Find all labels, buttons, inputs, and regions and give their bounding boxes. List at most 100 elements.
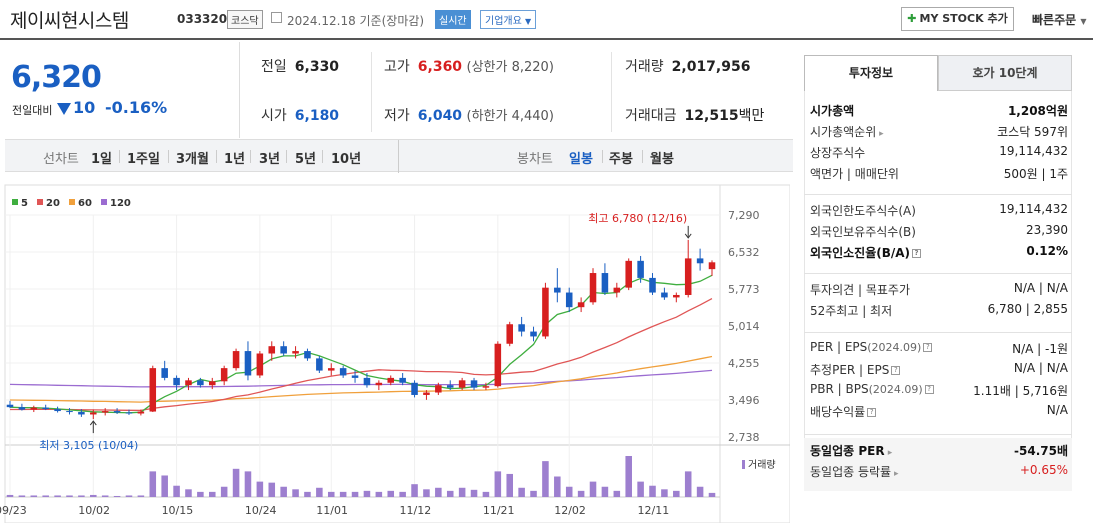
tab-invest-info[interactable]: 투자정보: [804, 55, 938, 91]
candle-body: [399, 377, 406, 383]
candle-monthly[interactable]: 월봉: [650, 152, 674, 167]
candle-body: [494, 343, 502, 387]
info-icon[interactable]: ?: [867, 408, 877, 417]
volume-bar: [54, 495, 61, 497]
candle-body: [435, 385, 442, 393]
info-row[interactable]: 동일업종 등락률 ▸ +0.65%: [810, 463, 1068, 483]
high-arrow-head: [684, 233, 692, 239]
volume-bar: [470, 489, 478, 497]
period-5y[interactable]: 5년: [295, 152, 317, 167]
volume-bar: [411, 484, 418, 497]
candle-body: [351, 375, 359, 378]
info-row: 외국인보유주식수(B) 23,390: [810, 223, 1068, 243]
info-icon[interactable]: ?: [891, 366, 901, 375]
x-tick-label: 10/02: [78, 504, 110, 517]
info-row[interactable]: 동일업종 PER ▸ -54.75배: [810, 442, 1068, 462]
candle-body: [101, 411, 109, 413]
volume-bar: [149, 471, 157, 497]
y-tick-label: 4,255: [728, 357, 760, 370]
candle-body: [6, 404, 14, 408]
price-change-percent: -0.16%: [105, 98, 168, 117]
volume-bar: [554, 476, 561, 497]
period-10y[interactable]: 10년: [331, 152, 362, 167]
legend-swatch: [101, 199, 107, 205]
period-3m[interactable]: 3개월: [176, 152, 209, 167]
candle-body: [554, 287, 561, 293]
volume-bar: [458, 487, 466, 497]
volume-bar: [530, 490, 537, 497]
info-value: 500원 | 1주: [1003, 167, 1068, 181]
quick-order-button[interactable]: 빠른주문 ▼: [1032, 11, 1087, 28]
y-tick-label: 5,014: [728, 320, 760, 333]
current-price: 6,320: [11, 60, 102, 95]
tab-orderbook[interactable]: 호가 10단계: [938, 55, 1072, 91]
x-tick-label: 12/11: [638, 504, 670, 517]
candle-body: [137, 411, 145, 414]
info-row: 외국인한도주식수(A) 19,114,432: [810, 202, 1068, 222]
caret-right-icon: ▸: [876, 129, 884, 139]
info-key: 투자의견 | 목표주가: [810, 283, 910, 297]
period-1w[interactable]: 1주일: [127, 152, 160, 167]
info-value: N/A | N/A: [1013, 281, 1068, 295]
candle-body: [625, 260, 632, 288]
info-key: 동일업종 등락률 ▸: [810, 465, 899, 479]
price-summary: 6,320 전일대비 10 -0.16%: [5, 42, 240, 138]
candle-body: [280, 346, 287, 354]
compare-label: 전일대비: [12, 104, 53, 117]
info-icon[interactable]: ?: [923, 343, 933, 352]
divider: [602, 150, 603, 163]
volume-bar: [90, 494, 97, 497]
volume-bar: [542, 461, 549, 497]
volume-bar: [423, 489, 430, 497]
my-stock-add-button[interactable]: ✚ MY STOCK 추가: [901, 7, 1014, 31]
volume-bar: [506, 473, 514, 497]
divider: [371, 52, 372, 132]
price-stats: 전일 6,330 고가 6,360 (상한가 8,220) 거래량 2,017,956…: [241, 42, 793, 138]
chart-frame: [4, 184, 790, 523]
info-key: 시가총액: [810, 104, 855, 118]
divider: [119, 150, 120, 163]
info-row: 액면가 | 매매단위 500원 | 1주: [810, 165, 1068, 185]
info-key-sub: (2024.09): [868, 383, 923, 396]
divider: [611, 52, 612, 132]
period-1y[interactable]: 1년: [224, 152, 246, 167]
volume-bar: [161, 475, 168, 497]
candle-daily[interactable]: 일봉: [569, 152, 593, 167]
volume-legend-swatch: [742, 460, 745, 469]
info-row: 투자의견 | 목표주가 N/A | N/A: [810, 281, 1068, 301]
volume-bar: [42, 495, 49, 497]
low-arrow-head: [89, 420, 97, 426]
info-row[interactable]: 시가총액순위 ▸ 코스닥 597위: [810, 123, 1068, 143]
realtime-button[interactable]: 실시간: [435, 10, 471, 29]
volume-bar: [708, 492, 716, 497]
period-3y[interactable]: 3년: [259, 152, 281, 167]
y-tick-label: 2,738: [728, 431, 760, 444]
candle-body: [684, 258, 692, 295]
y-tick-label: 6,532: [728, 246, 760, 259]
info-row: PER | EPS(2024.09)? N/A | -1원: [810, 340, 1068, 360]
down-triangle-icon: [57, 103, 71, 115]
volume-bar: [113, 495, 121, 497]
caret-right-icon: ▸: [891, 469, 899, 479]
volume-bar: [197, 491, 204, 497]
volume-bar: [482, 491, 490, 497]
y-tick-label: 7,290: [728, 209, 760, 222]
volume-bar: [6, 494, 14, 497]
x-tick-label: 11/01: [316, 504, 348, 517]
info-icon[interactable]: ?: [912, 249, 922, 258]
info-icon[interactable]: ?: [924, 385, 934, 394]
volume-bar: [173, 485, 180, 497]
candle-body: [661, 292, 668, 298]
candlestick-chart: 5 20 60 120 7,290 6,532 5,773 5,014 4,255 3,496 2,…: [0, 184, 790, 523]
quick-order-label: 빠른주문: [1032, 13, 1077, 27]
divider: [322, 150, 323, 163]
info-row: 시가총액 1,208억원: [810, 102, 1068, 122]
company-overview-button[interactable]: 기업개요 ▼: [480, 10, 537, 29]
candle-weekly[interactable]: 주봉: [609, 152, 633, 167]
volume-bar: [661, 489, 668, 497]
candle-body: [387, 377, 395, 383]
high-annotation: 최고 6,780 (12/16): [588, 212, 687, 225]
info-value: 1,208억원: [1007, 104, 1068, 118]
legend-swatch: [69, 199, 75, 205]
period-1d[interactable]: 1일: [91, 152, 113, 167]
